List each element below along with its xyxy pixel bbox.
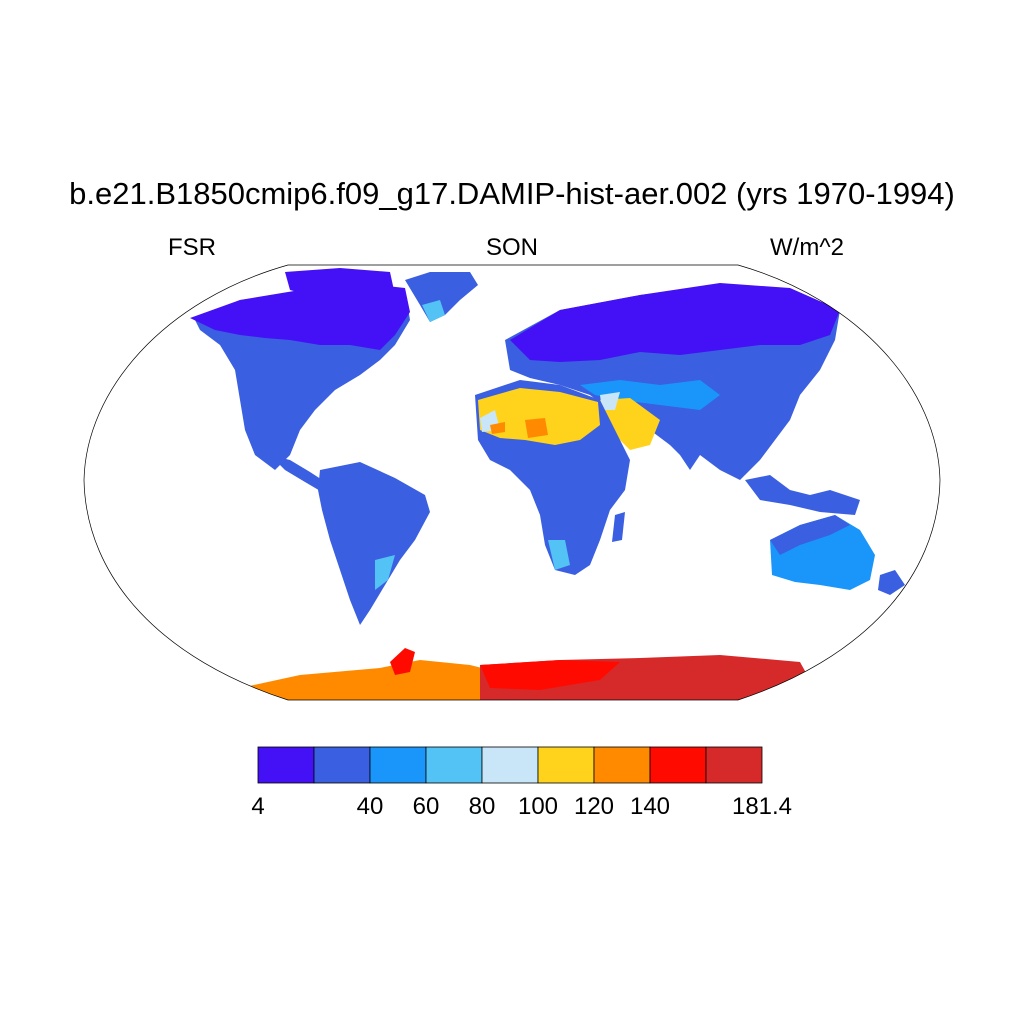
colorbar-swatch <box>649 746 707 784</box>
central-america <box>270 455 330 492</box>
colorbar-tick-label: 181.4 <box>731 793 793 820</box>
colorbar-swatch <box>705 746 763 784</box>
colorbar-swatch <box>425 746 483 784</box>
sahara <box>478 388 600 445</box>
india <box>660 420 710 470</box>
siberia <box>510 283 840 362</box>
south-america <box>318 462 430 625</box>
colorbar-swatch <box>257 746 315 784</box>
map-land <box>190 268 905 700</box>
colorbar-tick-label: 40 <box>356 793 384 820</box>
colorbar-swatch <box>593 746 651 784</box>
colorbar-tick-label: 60 <box>412 793 440 820</box>
colorbar-swatch <box>537 746 595 784</box>
antarctic-peninsula <box>390 648 415 675</box>
colorbar-swatch <box>313 746 371 784</box>
arabia <box>600 398 660 450</box>
colorbar-tick-label: 4 <box>251 793 265 820</box>
colorbar-tick-label: 100 <box>517 793 559 820</box>
colorbar <box>257 746 763 784</box>
colorbar-swatch <box>481 746 539 784</box>
colorbar-tick-label: 120 <box>573 793 615 820</box>
plot-title: b.e21.B1850cmip6.f09_g17.DAMIP-hist-aer.… <box>69 176 955 211</box>
greenland <box>405 272 478 322</box>
units-label: W/m^2 <box>770 234 844 261</box>
colorbar-tick-label: 80 <box>468 793 496 820</box>
map-outline <box>83 264 941 701</box>
antarctica-west <box>230 660 495 700</box>
colorbar-tick-label: 140 <box>629 793 671 820</box>
season-label: SON <box>485 234 538 261</box>
variable-label: FSR <box>168 234 216 261</box>
colorbar-swatch <box>369 746 427 784</box>
arctic-islands <box>285 268 395 300</box>
